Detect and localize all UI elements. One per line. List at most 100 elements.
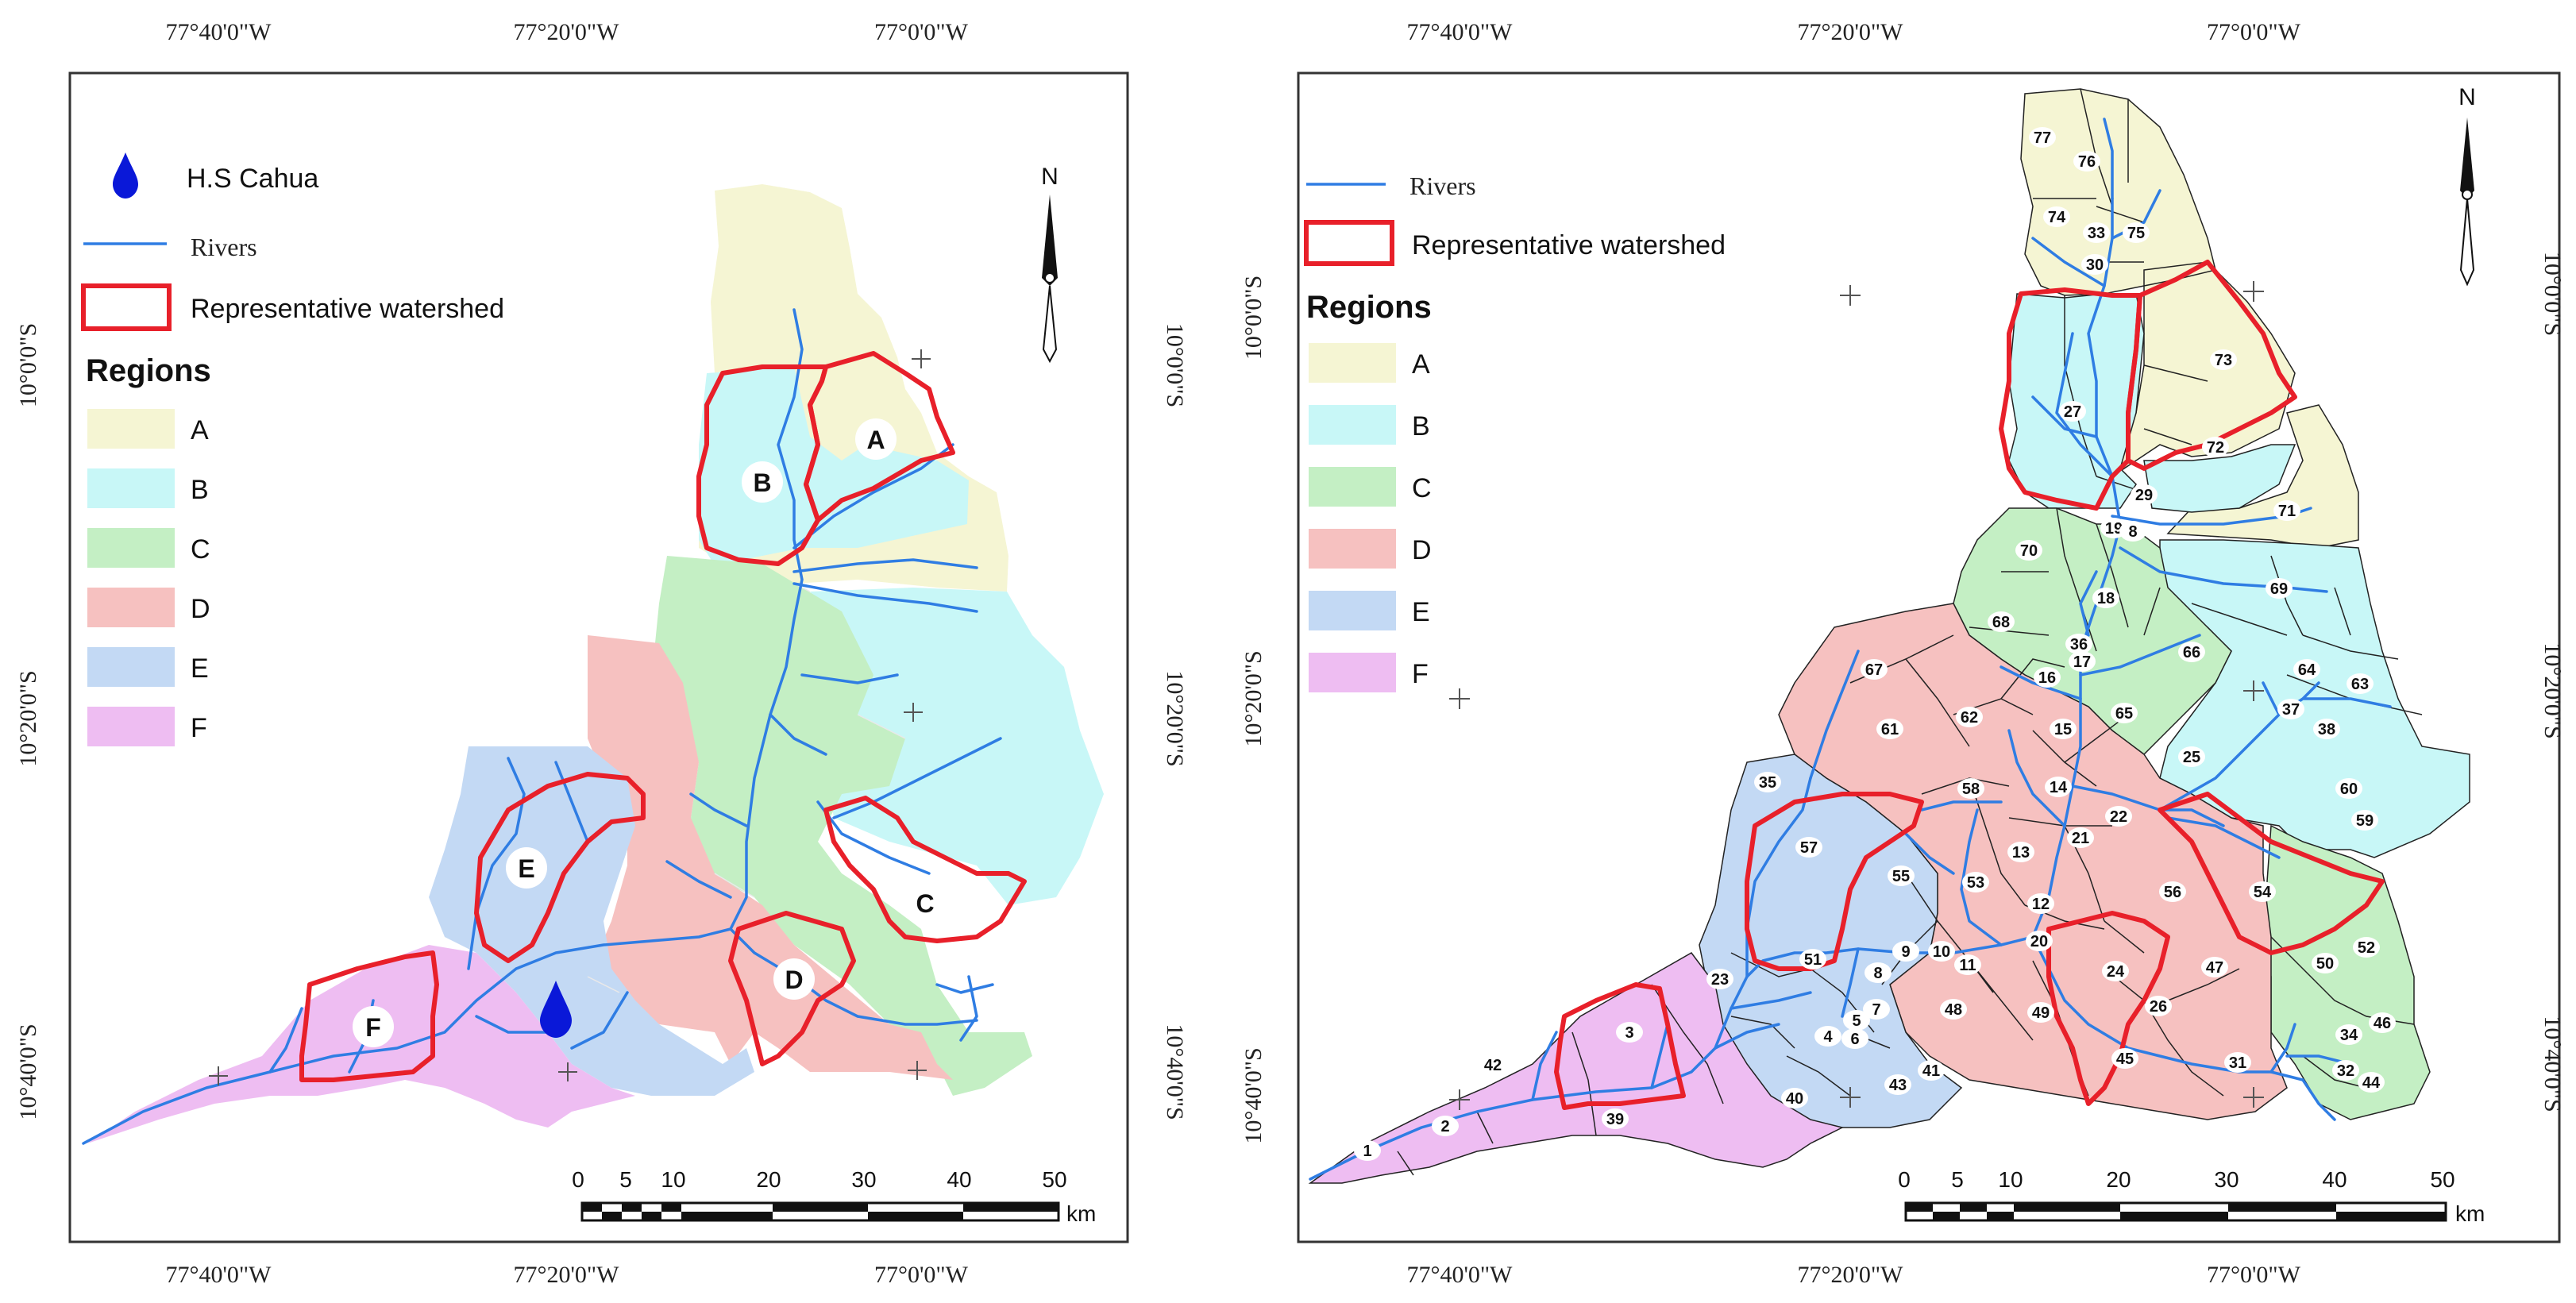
right-scale-5: 5 bbox=[1951, 1167, 1964, 1192]
subbasin-label-bg bbox=[2007, 842, 2034, 862]
subbasin-label-21: 21 bbox=[2072, 830, 2089, 847]
right-legend-label-d: D bbox=[1412, 535, 1432, 565]
subbasin-label-bg bbox=[1843, 1010, 1870, 1031]
subbasin-label-34: 34 bbox=[2340, 1027, 2358, 1044]
subbasin-label-10: 10 bbox=[1933, 943, 1950, 961]
subbasin-label-16: 16 bbox=[2038, 669, 2056, 687]
subbasin-label-bg bbox=[2369, 1012, 2396, 1033]
right-scale-20: 20 bbox=[2106, 1167, 2131, 1192]
subbasin-label-5: 5 bbox=[1852, 1012, 1861, 1030]
subbasin-label-bg bbox=[1940, 999, 1967, 1020]
right-legend-swatch-a bbox=[1309, 343, 1396, 383]
right-legend-label-e: E bbox=[1412, 597, 1430, 627]
subbasin-label-71: 71 bbox=[2278, 503, 2296, 520]
legend-swatch-f bbox=[87, 707, 175, 746]
right-top-lon-2: 77°20'0"W bbox=[1798, 19, 1904, 45]
legend-swatch-a bbox=[87, 409, 175, 449]
subbasin-label-bg bbox=[2029, 127, 2056, 148]
subbasin-label-bg bbox=[2081, 254, 2108, 275]
subbasin-label-bg bbox=[1814, 1026, 1841, 1047]
subbasin-label-19: 19 bbox=[2105, 520, 2123, 538]
subbasin-label-bg bbox=[1892, 941, 1919, 962]
right-lat-3-of-left: 10°40'0"S bbox=[1162, 1024, 1188, 1120]
subbasin-label-14: 14 bbox=[2050, 779, 2068, 796]
subbasin-label-bg bbox=[2249, 881, 2276, 902]
subbasin-label-50: 50 bbox=[2316, 955, 2334, 973]
left-graticule-marks bbox=[209, 349, 931, 1085]
right-top-lon-3: 77°0'0"W bbox=[2207, 19, 2301, 45]
subbasin-label-67: 67 bbox=[1865, 661, 1883, 679]
subbasin-label-17: 17 bbox=[2073, 653, 2091, 671]
subbasin-label-bg bbox=[2178, 642, 2205, 662]
subbasin-label-bg bbox=[2224, 1052, 2251, 1073]
subbasin-label-bg bbox=[2043, 206, 2070, 227]
subbasin-label-bg bbox=[2111, 703, 2138, 723]
subbasin-label-53: 53 bbox=[1967, 874, 1984, 892]
subbasin-label-bg bbox=[2069, 651, 2096, 672]
subbasin-label-2: 2 bbox=[1440, 1118, 1449, 1135]
left-region-b bbox=[699, 367, 1104, 905]
left-top-lon-1: 77°40'0"W bbox=[166, 19, 272, 45]
right-north-label: N bbox=[2458, 84, 2476, 110]
left-region-d bbox=[588, 635, 953, 1080]
right-legend-swatch-d bbox=[1309, 529, 1396, 569]
legend-label-d: D bbox=[191, 594, 210, 624]
right-bottom-lon-2: 77°20'0"W bbox=[1798, 1262, 1904, 1288]
subbasin-label-12: 12 bbox=[2032, 896, 2050, 913]
subbasin-label-bg bbox=[2105, 806, 2132, 827]
subbasin-label-45: 45 bbox=[2116, 1050, 2134, 1068]
subbasin-label-bg bbox=[1616, 1022, 1643, 1043]
left-region-f bbox=[87, 945, 635, 1143]
subbasin-label-bg bbox=[2347, 673, 2374, 694]
subbasin-label-bg bbox=[2351, 810, 2378, 831]
subbasin-label-55: 55 bbox=[1892, 868, 1910, 885]
subbasin-label-bg bbox=[2312, 953, 2339, 973]
right-scale-40: 40 bbox=[2322, 1167, 2347, 1192]
subbasin-label-bg bbox=[1956, 707, 1983, 727]
right-scale-50: 50 bbox=[2430, 1167, 2455, 1192]
left-scale-unit: km bbox=[1066, 1201, 1096, 1226]
subbasin-label-bg bbox=[2335, 778, 2362, 799]
right-legend: Rivers Representative watershed Regions … bbox=[1304, 172, 1726, 692]
left-north-arrow-icon: N bbox=[1041, 164, 1059, 364]
subbasin-label-bg bbox=[1876, 719, 1903, 739]
subbasin-label-bg bbox=[2313, 719, 2340, 739]
station-drop-icon bbox=[540, 981, 572, 1038]
right-top-lon-1: 77°40'0"W bbox=[1407, 19, 1514, 45]
subbasin-label-48: 48 bbox=[1945, 1001, 1962, 1019]
subbasin-label-bg bbox=[2353, 937, 2380, 958]
subbasin-label-42: 42 bbox=[1484, 1057, 1502, 1074]
right-graticule-marks bbox=[1449, 281, 2264, 1110]
subbasin-label-bg bbox=[2073, 151, 2100, 172]
right-legend-swatch-f bbox=[1309, 653, 1396, 692]
subbasin-label-63: 63 bbox=[2351, 676, 2369, 693]
subbasin-label-bg bbox=[1795, 837, 1822, 858]
subbasin-label-61: 61 bbox=[1881, 721, 1899, 738]
subbasin-label-47: 47 bbox=[2206, 959, 2223, 977]
subbasin-label-30: 30 bbox=[2086, 256, 2104, 274]
subbasin-label-bg bbox=[1799, 949, 1826, 970]
subbasin-label-bg bbox=[2332, 1060, 2359, 1081]
subbasin-label-bg bbox=[2273, 500, 2300, 521]
subbasin-label-44: 44 bbox=[2362, 1074, 2381, 1092]
subbasin-label-74: 74 bbox=[2048, 209, 2066, 226]
subbasin-label-bg bbox=[2102, 961, 2129, 981]
left-map: 77°40'0"W 77°20'0"W 77°0'0"W 77°40'0"W 7… bbox=[15, 19, 1188, 1288]
right-watershed-73 bbox=[2126, 260, 2297, 471]
left-bottom-lon-3: 77°0'0"W bbox=[874, 1262, 969, 1288]
right-lat-1-of-left: 10°0'0"S bbox=[1162, 323, 1188, 407]
subbasin-label-bg bbox=[2065, 634, 2092, 654]
legend-station-icon bbox=[113, 152, 138, 199]
subbasin-label-72: 72 bbox=[2207, 439, 2224, 457]
subbasin-label-70: 70 bbox=[2020, 542, 2038, 560]
subbasin-label-bg bbox=[1988, 611, 2015, 632]
left-lat-3: 10°40'0"S bbox=[15, 1024, 41, 1120]
left-scale-bar: 0 5 10 20 30 40 50 km bbox=[572, 1167, 1096, 1226]
subbasin-label-bg bbox=[2092, 588, 2119, 608]
subbasin-label-40: 40 bbox=[1786, 1090, 1803, 1108]
subbasin-label-1: 1 bbox=[1363, 1143, 1371, 1160]
subbasin-label-bg bbox=[2277, 699, 2304, 719]
legend-label-b: B bbox=[191, 475, 209, 505]
right-scale-0: 0 bbox=[1898, 1167, 1911, 1192]
subbasin-label-bg bbox=[1706, 969, 1733, 989]
